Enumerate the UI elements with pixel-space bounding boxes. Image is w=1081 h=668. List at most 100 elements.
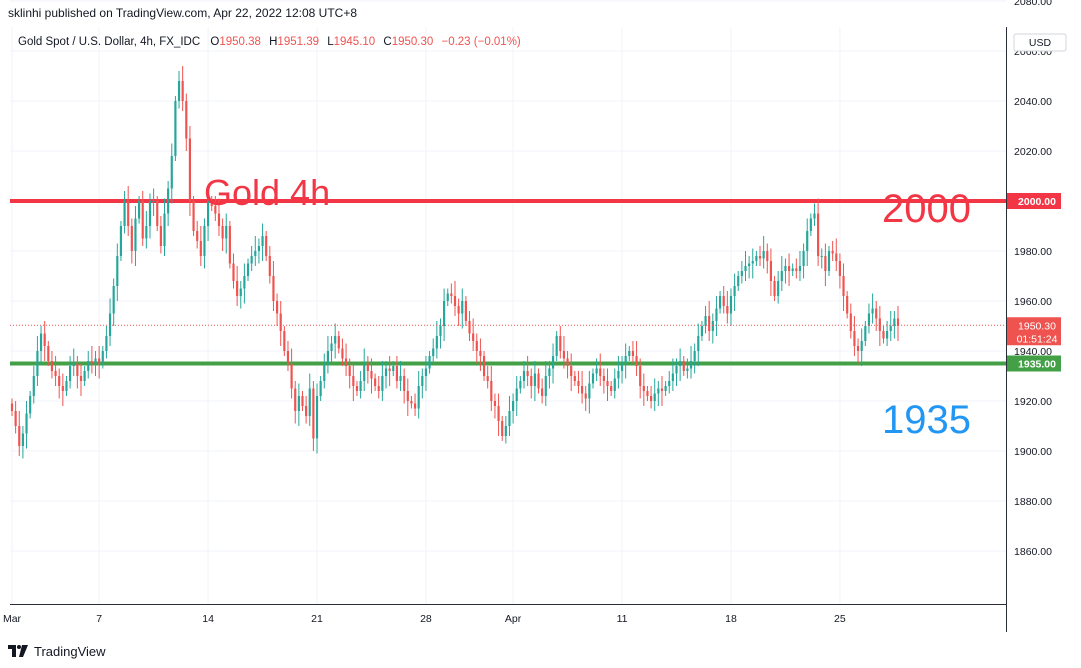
candle-body xyxy=(537,373,540,389)
candle-body xyxy=(174,101,177,156)
candle-body xyxy=(526,371,529,376)
candle-body xyxy=(395,366,398,381)
candle-body xyxy=(410,401,413,404)
candle-body xyxy=(573,376,576,381)
candle-body xyxy=(610,386,613,391)
candle-body xyxy=(334,336,337,344)
candle-body xyxy=(893,318,896,326)
y-tick-label: 1920.00 xyxy=(1014,396,1052,408)
candle-body xyxy=(896,318,900,326)
candle-body xyxy=(461,301,464,314)
candle-body xyxy=(192,201,195,231)
x-tick-label: Apr xyxy=(505,613,522,625)
footer-brand[interactable]: TradingView xyxy=(34,643,106,659)
candle-body xyxy=(76,363,79,376)
candle-body xyxy=(43,333,46,346)
chart-title: Gold 4h xyxy=(204,172,330,213)
candle-body xyxy=(319,381,322,396)
candle-body xyxy=(450,293,453,296)
candle-body xyxy=(79,376,83,381)
candle-body xyxy=(108,313,112,336)
candle-body xyxy=(188,138,192,201)
candle-body xyxy=(388,368,391,371)
tradingview-logo-icon[interactable] xyxy=(8,645,28,657)
candle-body xyxy=(141,201,144,239)
candle-body xyxy=(257,246,261,251)
candle-body xyxy=(381,376,384,391)
candle-body xyxy=(755,256,758,261)
candle-body xyxy=(780,271,783,281)
currency-button[interactable]: USD xyxy=(1013,33,1067,52)
candle-body xyxy=(599,368,602,376)
legend-close-label: C xyxy=(383,36,391,48)
candle-body xyxy=(508,411,511,426)
candle-body xyxy=(653,393,656,401)
legend-open-label: O xyxy=(210,36,219,48)
x-tick-label: 21 xyxy=(311,613,323,625)
resistance-price: 2000.00 xyxy=(1018,196,1056,208)
candle-body xyxy=(613,378,616,391)
candle-body xyxy=(236,281,239,296)
candle-body xyxy=(181,81,184,101)
candle-body xyxy=(570,366,573,376)
candle-body xyxy=(156,201,159,226)
candle-body xyxy=(737,276,740,286)
candle-body xyxy=(214,206,217,214)
y-tick-label: 2040.00 xyxy=(1014,96,1052,108)
candle-body xyxy=(639,366,642,386)
candle-body xyxy=(250,256,253,264)
candle-body xyxy=(541,388,544,396)
candle-body xyxy=(305,406,308,416)
candle-body xyxy=(130,226,133,251)
candle-body xyxy=(210,201,213,206)
candle-body xyxy=(413,403,417,409)
candle-body xyxy=(18,426,21,446)
legend-close: 1950.30 xyxy=(392,36,434,48)
candle-body xyxy=(519,381,522,389)
candle-body xyxy=(729,296,733,314)
candle-body xyxy=(773,281,776,296)
candle-body xyxy=(403,376,406,391)
candle-body xyxy=(595,368,598,374)
candle-body xyxy=(323,363,326,381)
candle-body xyxy=(602,376,605,381)
candle-body xyxy=(39,333,43,351)
candle-body xyxy=(254,251,257,256)
candle-body xyxy=(809,218,812,231)
candle-body xyxy=(642,386,645,391)
candle-body xyxy=(555,336,558,356)
candle-body xyxy=(294,388,297,411)
candle-body xyxy=(275,301,279,314)
resistance-price-tag: 2000.00 xyxy=(1007,193,1061,209)
candle-body xyxy=(14,411,17,426)
candle-body xyxy=(453,296,457,306)
candle-body xyxy=(21,433,24,446)
candle-body xyxy=(119,226,123,256)
candle-body xyxy=(163,213,166,246)
candle-body xyxy=(657,388,660,394)
candle-body xyxy=(112,286,115,314)
candle-body xyxy=(134,218,137,251)
footer: TradingView xyxy=(8,642,106,660)
candle-body xyxy=(544,376,547,396)
legend-line: Gold Spot / U.S. Dollar, 4h, FX_IDC O195… xyxy=(18,36,521,48)
candle-body xyxy=(668,381,671,386)
candle-body xyxy=(744,266,747,271)
candle-body xyxy=(199,241,202,256)
candle-body xyxy=(225,226,228,239)
candle-body xyxy=(846,296,849,314)
candle-body xyxy=(889,326,892,331)
candle-body xyxy=(145,226,148,239)
legend-high: 1951.39 xyxy=(277,36,319,48)
candle-body xyxy=(290,363,293,389)
candle-body xyxy=(32,376,35,396)
candle-body xyxy=(813,213,816,219)
currency-label[interactable]: USD xyxy=(1029,37,1052,49)
candle-body xyxy=(363,363,366,381)
candle-body xyxy=(740,271,743,276)
candle-body xyxy=(348,366,351,376)
legend-change: −0.23 (−0.01%) xyxy=(441,36,520,48)
candle-body xyxy=(631,351,635,356)
y-tick-label: 2080.00 xyxy=(1014,0,1052,8)
